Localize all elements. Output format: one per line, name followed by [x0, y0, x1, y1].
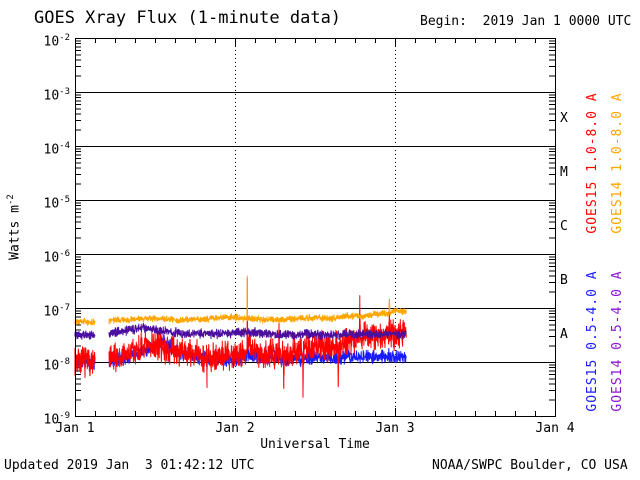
y-axis-label-text: Watts m: [7, 205, 23, 260]
series-goes14-short-line: [74, 322, 407, 340]
y-tick-label: 10-7: [43, 303, 71, 320]
updated-timestamp: Updated 2019 Jan 3 01:42:12 UTC: [4, 458, 255, 473]
y-axis-label: Watts m-2: [6, 167, 22, 287]
flare-class-c: C: [560, 219, 568, 234]
legend-goes15-1-0-8-0-a: GOES15 1.0-8.0 A: [585, 92, 600, 234]
x-axis-label: Universal Time: [260, 437, 370, 452]
chart-title: GOES Xray Flux (1-minute data): [34, 8, 342, 28]
y-axis-label-exponent: -2: [6, 194, 16, 206]
legend-goes14-1-0-8-0-a: GOES14 1.0-8.0 A: [610, 92, 625, 234]
y-tick-label: 10-4: [43, 141, 71, 158]
y-tick-label: 10-8: [43, 357, 71, 374]
legend-goes15-0-5-4-0-a: GOES15 0.5-4.0 A: [585, 270, 600, 412]
credit-label: NOAA/SWPC Boulder, CO USA: [432, 458, 628, 473]
flare-class-a: A: [560, 327, 568, 342]
y-tick-label: 10-9: [43, 411, 71, 428]
begin-time-label: Begin: 2019 Jan 1 0000 UTC: [420, 14, 632, 29]
flare-class-x: X: [560, 111, 568, 126]
series-goes14-long-line: [74, 275, 407, 326]
flare-class-m: M: [560, 165, 568, 180]
y-tick-label: 10-3: [43, 87, 71, 104]
plot-frame: [75, 38, 556, 417]
x-tick-jan1: Jan 1: [55, 421, 95, 436]
flare-class-b: B: [560, 273, 568, 288]
legend-goes14-0-5-4-0-a: GOES14 0.5-4.0 A: [610, 270, 625, 412]
x-tick-jan2: Jan 2: [215, 421, 255, 436]
x-tick-jan4: Jan 4: [535, 421, 575, 436]
y-tick-label: 10-6: [43, 249, 71, 266]
x-tick-jan3: Jan 3: [375, 421, 415, 436]
y-tick-label: 10-5: [43, 195, 71, 212]
y-tick-label: 10-2: [43, 33, 71, 50]
